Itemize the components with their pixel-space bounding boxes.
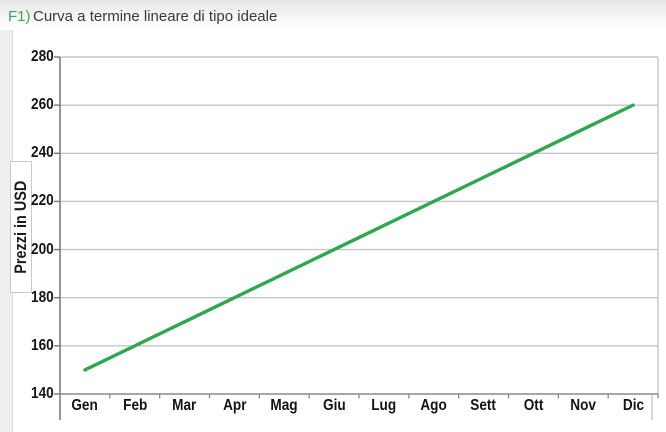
- figure-title: Curva a termine lineare di tipo ideale: [33, 8, 278, 25]
- y-tick-label: 280: [10, 48, 54, 66]
- x-tick-label-text: Mag: [270, 397, 298, 414]
- y-axis-title: Prezzi in USD: [10, 161, 32, 293]
- x-tick-label-text: Nov: [570, 397, 597, 414]
- forward-curve-line: [83, 103, 635, 372]
- y-tick-label-text: 220: [31, 192, 54, 210]
- x-tick-label-text: Ott: [523, 397, 544, 414]
- x-tick-label-text: Mar: [172, 397, 197, 414]
- y-tick-label-text: 180: [31, 288, 54, 306]
- x-tick-label: Gen: [59, 397, 111, 415]
- y-tick-label: 240: [10, 144, 54, 162]
- figure-header: F1) Curva a termine lineare di tipo idea…: [0, 0, 666, 30]
- x-tick-label: Ott: [507, 397, 559, 415]
- x-tick-label: Apr: [208, 397, 260, 415]
- x-tick-label-text: Giu: [322, 397, 346, 414]
- y-tick-label: 260: [10, 96, 54, 114]
- y-tick-label: 160: [10, 337, 54, 355]
- y-tick-label-text: 200: [31, 240, 54, 258]
- y-tick-label-text: 260: [31, 96, 54, 114]
- x-tick-label: Mar: [159, 397, 211, 415]
- y-tick-label-text: 160: [31, 336, 54, 354]
- x-tick-label-text: Feb: [122, 397, 147, 414]
- x-tick-label: Mag: [258, 397, 310, 415]
- x-tick-label-text: Lug: [371, 397, 397, 414]
- x-tick-label-text: Apr: [222, 397, 247, 414]
- figure-number: F1): [8, 8, 31, 25]
- x-tick-label: Feb: [109, 397, 161, 415]
- y-tick-label: 180: [10, 289, 54, 307]
- x-tick-label-text: Ago: [420, 397, 447, 414]
- y-tick-label: 140: [10, 385, 54, 403]
- y-tick-label: 200: [10, 241, 54, 259]
- x-tick-label-text: Sett: [470, 397, 497, 414]
- x-tick-label: Ago: [408, 397, 460, 415]
- y-tick-label-text: 140: [31, 385, 54, 402]
- y-tick-label-text: 240: [31, 144, 54, 162]
- x-tick-label: Lug: [358, 397, 410, 415]
- y-tick-label: 220: [10, 192, 54, 210]
- x-tick-label: Giu: [308, 397, 360, 415]
- y-tick-label-text: 280: [31, 48, 54, 65]
- x-tick-label: Nov: [557, 397, 609, 415]
- x-tick-label-text: Gen: [71, 397, 99, 414]
- x-tick-label: Sett: [458, 397, 510, 415]
- x-tick-label-text: Dic: [622, 397, 644, 414]
- x-tick-label: Dic: [607, 397, 659, 415]
